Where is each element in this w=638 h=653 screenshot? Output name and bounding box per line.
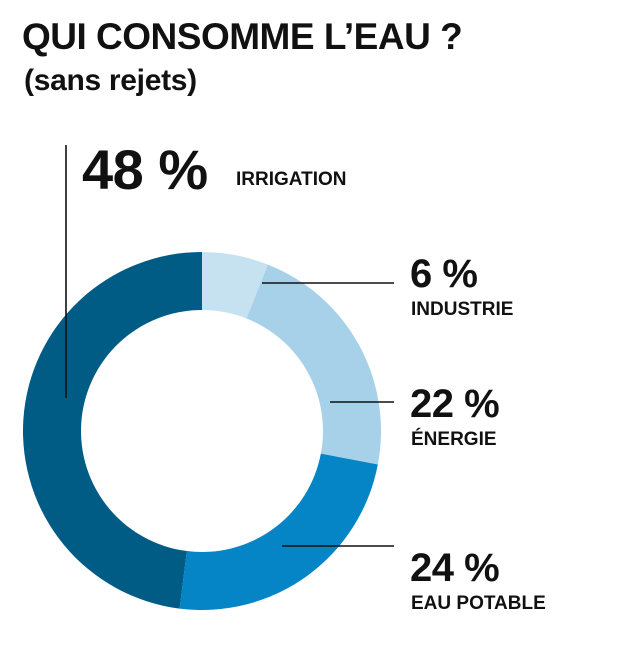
- value-label-irrigation: 48 %: [82, 138, 208, 201]
- donut-slice-irrigation: [22, 252, 202, 609]
- category-label-industrie: INDUSTRIE: [411, 299, 514, 320]
- value-label-eau-potable: 24 %: [410, 546, 500, 590]
- value-label-energie: 22 %: [410, 382, 500, 426]
- category-label-energie: ÉNERGIE: [411, 429, 497, 450]
- donut-slice-eau-potable: [179, 453, 378, 610]
- category-label-irrigation: IRRIGATION: [236, 169, 347, 190]
- donut-slice-energie: [246, 264, 381, 465]
- category-label-eau-potable: EAU POTABLE: [411, 593, 546, 614]
- donut-slice-industrie: [202, 252, 268, 319]
- chart-title: QUI CONSOMME L’EAU ?: [22, 16, 463, 57]
- value-label-industrie: 6 %: [410, 252, 478, 296]
- chart-subtitle: (sans rejets): [24, 64, 197, 97]
